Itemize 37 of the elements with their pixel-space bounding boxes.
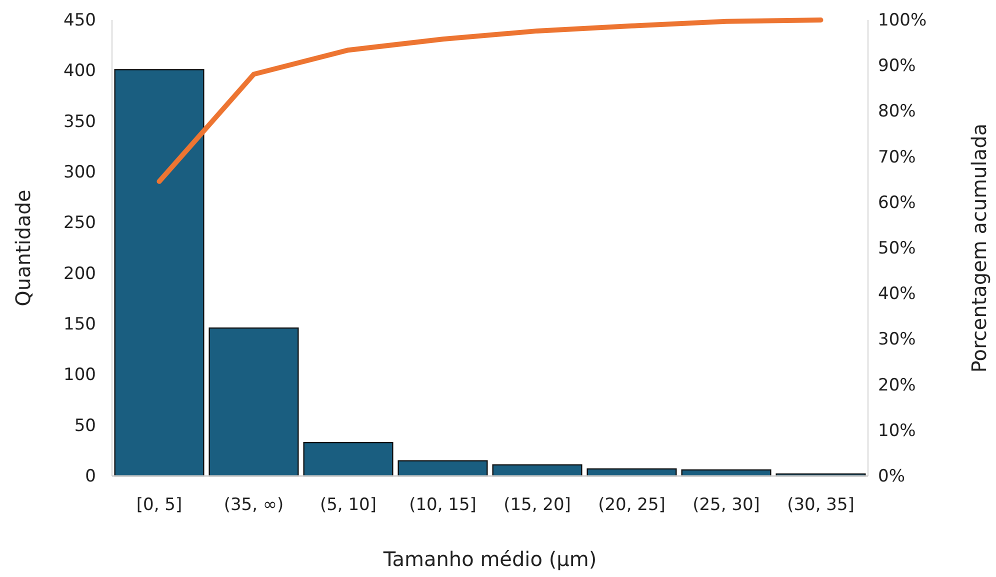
y2-tick-label: 60%	[878, 192, 916, 213]
bar	[398, 460, 488, 477]
y-tick-label: 400	[64, 61, 96, 82]
y2-tick-label: 20%	[878, 375, 916, 396]
bar	[303, 442, 394, 477]
y-tick-label: 150	[64, 314, 96, 334]
y-tick-label: 250	[64, 213, 96, 234]
y-axis-title: Quantidade	[11, 190, 35, 306]
y2-tick-label: 80%	[878, 102, 916, 122]
y-tick-label: 100	[64, 365, 96, 386]
bar	[114, 69, 204, 477]
y2-tick-label: 100%	[878, 10, 927, 30]
x-tick-label: (15, 20]	[504, 495, 571, 516]
y2-tick-label: 90%	[878, 56, 916, 76]
y2-axis-title: Porcentagem acumulada	[967, 123, 991, 373]
x-tick-label: (10, 15]	[409, 495, 476, 516]
y2-tick-label: 30%	[878, 330, 916, 350]
x-tick-label: (5, 10]	[320, 495, 377, 516]
y2-tick-label: 50%	[878, 238, 916, 258]
x-tick-label: [0, 5]	[136, 495, 182, 516]
x-axis-title: Tamanho médio (µm)	[382, 547, 597, 571]
x-tick-label: (35, ∞)	[224, 495, 284, 516]
y-tick-label: 300	[64, 162, 96, 182]
bar	[492, 464, 582, 477]
y-tick-label: 350	[64, 112, 96, 132]
y-tick-label: 450	[64, 10, 96, 30]
y-tick-label: 200	[64, 264, 96, 284]
x-tick-label: (30, 35]	[787, 495, 854, 516]
bar	[208, 327, 299, 477]
y2-tick-label: 40%	[878, 284, 916, 304]
y-tick-label: 50	[74, 416, 96, 436]
x-tick-label: (25, 30]	[692, 495, 760, 516]
y-tick-label: 0	[85, 466, 96, 486]
y2-tick-label: 0%	[878, 466, 905, 486]
x-tick-label: (20, 25]	[598, 495, 666, 516]
y2-tick-label: 10%	[878, 420, 916, 441]
y2-tick-label: 70%	[878, 147, 916, 168]
